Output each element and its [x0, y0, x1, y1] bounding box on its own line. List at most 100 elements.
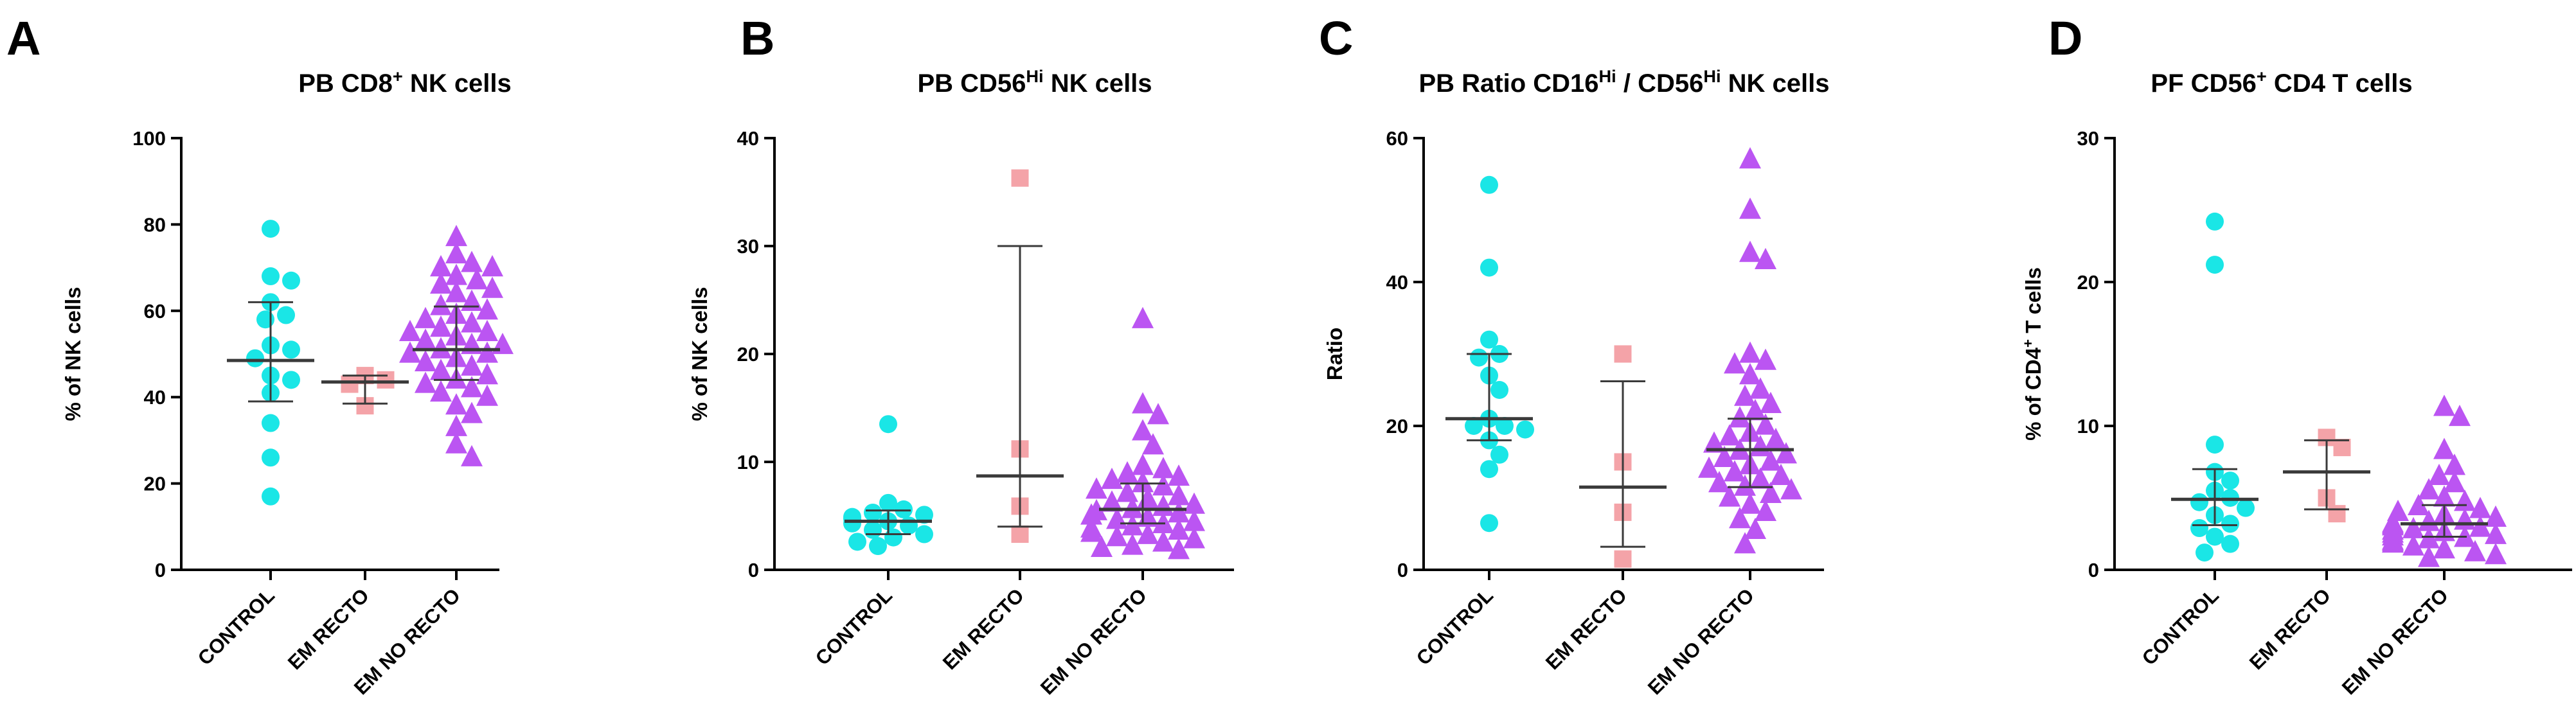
data-point [1080, 503, 1102, 525]
y-tick-label: 10 [737, 451, 759, 473]
panel-letter: B [740, 12, 774, 65]
data-point [1765, 427, 1787, 449]
data-point [2206, 212, 2224, 231]
data-point [2418, 509, 2440, 531]
series-em-no-recto [1080, 306, 1205, 560]
chart-title: PB CD56Hi NK cells [917, 66, 1152, 98]
data-point [476, 298, 498, 320]
data-point [262, 487, 280, 506]
data-point [1749, 377, 1771, 399]
data-point [481, 276, 503, 298]
series-em-recto [976, 169, 1064, 543]
data-point [445, 263, 467, 285]
data-point [2206, 256, 2224, 274]
data-point [2433, 537, 2455, 559]
data-point [1152, 474, 1174, 496]
data-point [1734, 532, 1756, 554]
data-point [415, 349, 436, 372]
data-point [1183, 527, 1205, 549]
data-point [1755, 413, 1776, 435]
data-point [1734, 474, 1756, 496]
x-tick-label-control: CONTROL [811, 584, 897, 669]
data-point [341, 375, 359, 393]
data-point [879, 415, 897, 434]
data-point [2221, 472, 2239, 490]
y-tick-label: 20 [1386, 415, 1408, 437]
data-point [1465, 417, 1483, 435]
data-point [1122, 514, 1143, 536]
data-point [262, 220, 280, 238]
data-point [415, 328, 436, 350]
text-span: NK cells [1721, 69, 1830, 98]
data-point [2221, 534, 2239, 553]
x-tick-label-control: CONTROL [193, 584, 279, 669]
data-point [1755, 247, 1776, 269]
data-point [430, 315, 452, 337]
series-em-no-recto [399, 225, 514, 466]
data-point [256, 310, 274, 329]
text-span: % of CD4 [2021, 347, 2045, 440]
data-point [1760, 391, 1782, 413]
data-point [1106, 525, 1128, 547]
chart-panel-d: DPF CD56+ CD4 T cells% of CD4+ T cells01… [2020, 12, 2572, 699]
data-point [1116, 461, 1138, 483]
data-point [1132, 306, 1154, 328]
y-tick-label: 20 [144, 473, 166, 495]
data-point [476, 341, 498, 363]
data-point [2206, 527, 2224, 546]
data-point [1183, 492, 1205, 514]
data-point [445, 242, 467, 264]
data-point [2428, 463, 2450, 485]
y-tick-label: 30 [2077, 127, 2099, 150]
data-point [1480, 258, 1498, 277]
data-point [1137, 522, 1159, 544]
data-point [430, 272, 452, 294]
x-tick-label-em-recto: EM RECTO [2245, 584, 2335, 674]
data-point [869, 537, 887, 556]
y-axis-label: Ratio [1323, 328, 1346, 381]
data-point [2206, 436, 2224, 454]
text-span: NK cells [403, 69, 512, 98]
y-tick-label: 80 [144, 213, 166, 236]
data-point [2382, 531, 2404, 553]
y-axis-label: % of CD4+ T cells [2020, 267, 2046, 441]
data-point [461, 354, 483, 376]
series-em-recto [1579, 345, 1667, 568]
y-tick-label: 40 [144, 386, 166, 409]
data-point [282, 371, 300, 389]
data-point [1490, 381, 1508, 399]
x-tick-label-em-no-recto: EM NO RECTO [2338, 584, 2453, 699]
data-point [848, 533, 866, 551]
data-point [1775, 442, 1797, 464]
data-point [461, 311, 483, 333]
series-em-no-recto [1698, 147, 1802, 554]
data-point [445, 281, 467, 303]
y-tick-label: 40 [737, 127, 759, 150]
data-point [430, 337, 452, 358]
data-point [415, 371, 436, 393]
text-span: PB CD56 [917, 69, 1026, 98]
series-control [227, 220, 314, 506]
y-tick-label: 30 [737, 235, 759, 258]
data-point [2190, 493, 2208, 511]
chart-panel-a: A PB CD8+ NK cells % of NK cells 0 20 40 60 80 1… [6, 12, 514, 699]
data-point [430, 358, 452, 380]
y-tick-label: 100 [132, 127, 166, 150]
superscript-text: + [2257, 66, 2267, 86]
data-point [1132, 392, 1154, 414]
y-tick-label: 0 [2088, 559, 2099, 581]
superscript-text: Hi [1703, 66, 1721, 86]
text-span: PF CD56 [2151, 69, 2257, 98]
data-point [2444, 471, 2465, 493]
text-span: PB Ratio CD16 [1418, 69, 1598, 98]
data-point [246, 349, 264, 367]
data-point [864, 520, 882, 539]
x-tick-label-em-recto: EM RECTO [938, 584, 1028, 674]
data-point [864, 503, 882, 522]
data-point [1744, 399, 1766, 421]
y-axis-label: % of NK cells [688, 287, 711, 421]
y-tick-label: 40 [1386, 271, 1408, 294]
data-point [915, 506, 933, 524]
data-point [1719, 424, 1740, 446]
